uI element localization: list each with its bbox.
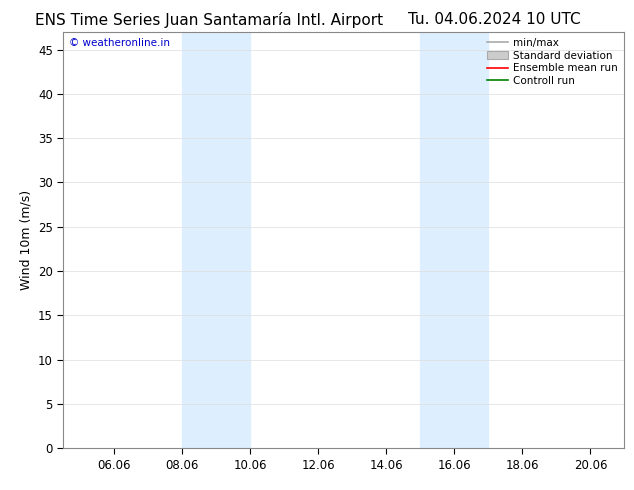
Y-axis label: Wind 10m (m/s): Wind 10m (m/s) <box>20 190 32 290</box>
Bar <box>420 32 488 448</box>
Text: Tu. 04.06.2024 10 UTC: Tu. 04.06.2024 10 UTC <box>408 12 581 27</box>
Text: © weatheronline.in: © weatheronline.in <box>69 38 170 48</box>
Legend: min/max, Standard deviation, Ensemble mean run, Controll run: min/max, Standard deviation, Ensemble me… <box>484 35 621 89</box>
Bar <box>183 32 250 448</box>
Text: ENS Time Series Juan Santamaría Intl. Airport: ENS Time Series Juan Santamaría Intl. Ai… <box>35 12 384 28</box>
